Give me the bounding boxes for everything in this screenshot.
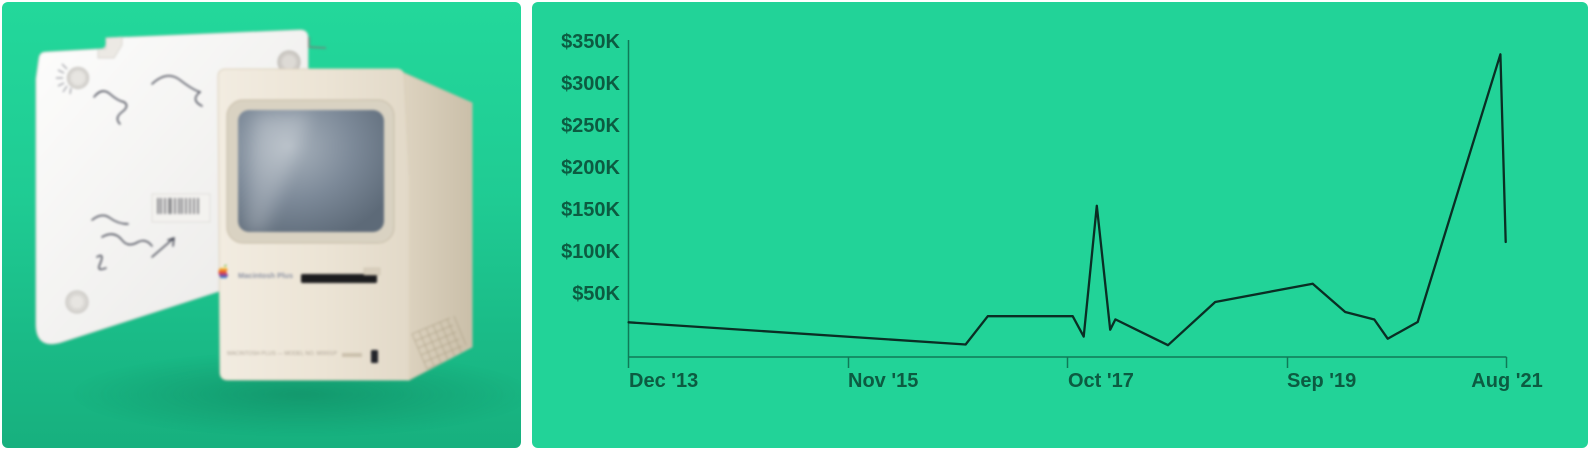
- svg-text:MACINTOSH PLUS — MODEL NO. M00: MACINTOSH PLUS — MODEL NO. M0001P: [227, 351, 337, 357]
- svg-text:Macintosh Plus: Macintosh Plus: [238, 271, 293, 280]
